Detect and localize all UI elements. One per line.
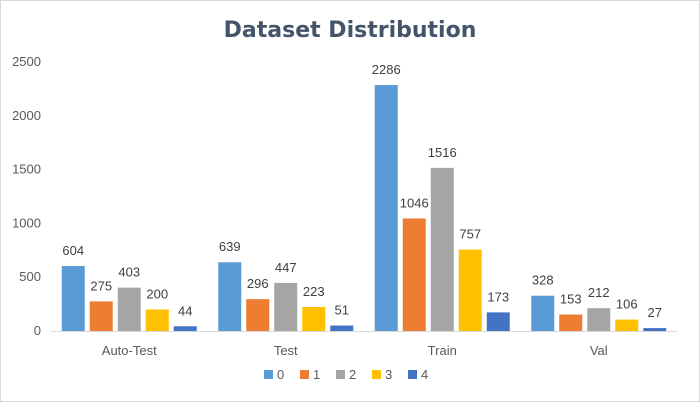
bar	[374, 85, 398, 331]
data-label: 639	[219, 239, 241, 254]
data-label: 403	[118, 265, 140, 280]
data-label: 212	[588, 285, 610, 300]
data-label: 44	[178, 303, 192, 318]
legend-swatch	[264, 370, 273, 379]
bar	[458, 249, 482, 331]
bar	[302, 307, 326, 331]
legend-swatch	[300, 370, 309, 379]
bar	[486, 312, 510, 331]
category-labels: Auto-Test Test Train Val	[102, 343, 608, 358]
data-label: 275	[90, 278, 112, 293]
category-label: Train	[428, 343, 457, 358]
y-axis-ticks: 0 500 1000 1500 2000 2500	[12, 54, 41, 338]
bar	[274, 282, 298, 331]
bar	[587, 308, 611, 331]
category-label: Auto-Test	[102, 343, 157, 358]
data-label: 296	[247, 276, 269, 291]
bar	[430, 167, 454, 331]
y-tick-label: 0	[34, 323, 41, 338]
bar	[531, 295, 555, 331]
data-label: 223	[303, 284, 325, 299]
legend: 0 1 2 3 4	[264, 367, 428, 382]
bar	[145, 309, 169, 331]
bars	[61, 85, 667, 331]
data-label: 757	[459, 227, 481, 242]
legend-label: 4	[421, 367, 428, 382]
category-label: Test	[274, 343, 298, 358]
data-label: 106	[616, 297, 638, 312]
y-tick-label: 2500	[12, 54, 41, 69]
data-label: 27	[648, 305, 662, 320]
y-tick-label: 1500	[12, 162, 41, 177]
bar	[173, 326, 197, 331]
bar	[89, 301, 113, 331]
y-tick-label: 500	[19, 269, 41, 284]
y-tick-label: 2000	[12, 108, 41, 123]
bar	[218, 262, 242, 331]
bar	[559, 314, 583, 331]
legend-label: 2	[349, 367, 356, 382]
legend-swatch	[408, 370, 417, 379]
data-label: 1516	[428, 145, 457, 160]
legend-label: 0	[277, 367, 284, 382]
chart-title: Dataset Distribution	[224, 18, 477, 43]
bar	[643, 328, 667, 331]
legend-swatch	[336, 370, 345, 379]
data-label: 51	[335, 303, 349, 318]
bar	[615, 319, 639, 331]
data-label: 447	[275, 260, 297, 275]
bar	[117, 287, 141, 331]
category-label: Val	[590, 343, 608, 358]
legend-swatch	[372, 370, 381, 379]
data-label: 173	[487, 289, 509, 304]
bar	[330, 325, 354, 331]
bar	[402, 218, 426, 331]
data-label: 153	[560, 292, 582, 307]
data-labels: 604 275 403 200 44 639 296 447 223 51 2286 1046 1516…	[62, 62, 662, 320]
data-label: 1046	[400, 195, 429, 210]
data-label: 2286	[372, 62, 401, 77]
legend-label: 3	[385, 367, 392, 382]
bar	[61, 266, 85, 331]
legend-label: 1	[313, 367, 320, 382]
data-label: 328	[532, 273, 554, 288]
data-label: 200	[146, 286, 168, 301]
y-tick-label: 1000	[12, 215, 41, 230]
data-label: 604	[62, 243, 84, 258]
bar	[246, 299, 270, 331]
